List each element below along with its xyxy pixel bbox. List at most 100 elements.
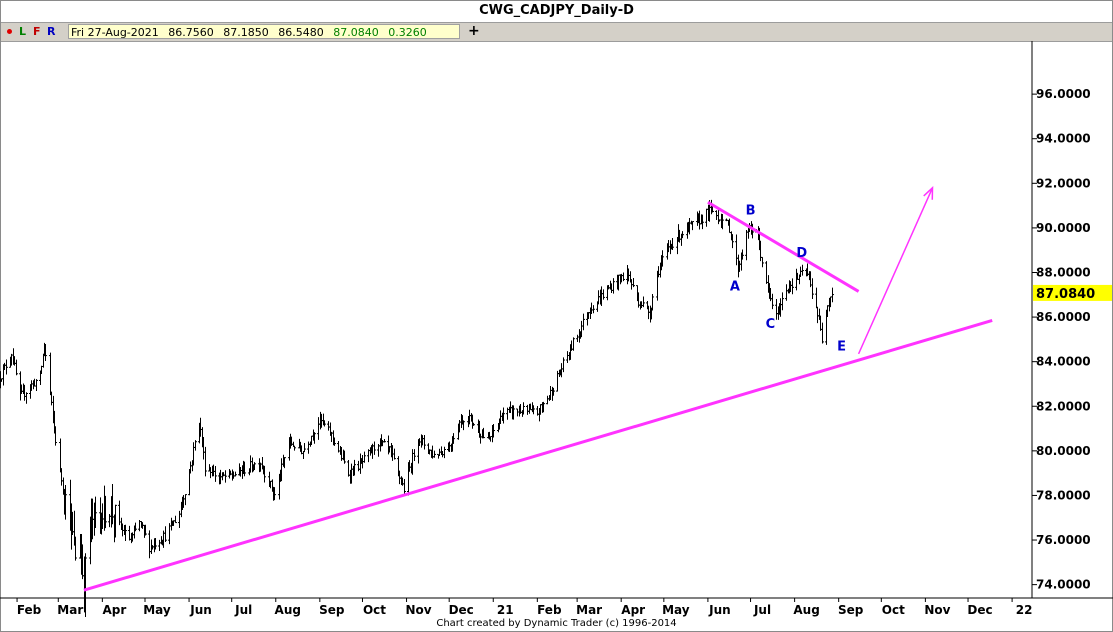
y-tick-label: 88.0000 <box>1036 265 1091 279</box>
ohlc-bar <box>816 306 819 324</box>
ohlc-bar <box>482 427 485 439</box>
ohlc-bar <box>194 440 197 451</box>
x-tick-label: Mar <box>57 603 83 617</box>
add-plus-icon[interactable]: + <box>468 23 480 39</box>
x-tick-label: Jul <box>234 603 252 617</box>
ohlc-bar <box>134 522 137 532</box>
ohlc-bar <box>452 433 455 444</box>
ohlc-bar <box>562 357 565 373</box>
ohlc-bar <box>731 234 734 249</box>
ohlc-bar <box>642 296 645 308</box>
wave-labels: A B C D E <box>730 204 846 355</box>
ohlc-bar <box>566 351 569 364</box>
x-tick-label: May <box>143 603 171 617</box>
ohlc-bar <box>612 278 615 294</box>
ohlc-bar <box>49 352 52 396</box>
ohlc-bar <box>815 287 818 309</box>
ohlc-bar <box>516 408 519 417</box>
ohlc-bar <box>343 450 346 464</box>
ohlc-bar <box>546 395 549 405</box>
ohlc-bar <box>661 250 664 267</box>
f-button[interactable]: F <box>33 25 41 38</box>
ohlc-bar <box>224 470 227 483</box>
ohlc-bar <box>472 422 475 426</box>
ohlc-bar <box>347 459 350 477</box>
ohlc-bar <box>403 479 406 495</box>
ohlc-bar <box>303 443 306 453</box>
wave-label-e: E <box>837 340 846 355</box>
ohlc-bar <box>393 448 396 460</box>
ohlc-date: Fri 27-Aug-2021 <box>71 26 159 39</box>
ohlc-bar <box>443 446 446 459</box>
ohlc-bar <box>158 539 161 552</box>
x-tick-label: 21 <box>497 603 514 617</box>
ohlc-bar <box>317 417 320 440</box>
ohlc-bar <box>775 299 778 320</box>
y-tick-label: 76.0000 <box>1036 533 1091 547</box>
ohlc-bar <box>253 462 256 470</box>
r-button[interactable]: R <box>47 25 56 38</box>
x-tick-label: Jun <box>189 603 212 617</box>
x-tick-label: Jun <box>708 603 731 617</box>
ohlc-bar <box>423 435 426 450</box>
ohlc-bar <box>785 284 788 301</box>
last-price-label: 87.0840 <box>1036 287 1095 302</box>
support-trendline <box>83 318 993 592</box>
ohlc-bar <box>178 510 181 529</box>
l-button[interactable]: L <box>19 25 27 38</box>
ohlc-bar <box>717 209 720 225</box>
ohlc-bar <box>367 449 370 463</box>
ohlc-bar <box>184 494 187 506</box>
x-tick-label: Dec <box>967 603 992 617</box>
ohlc-high: 87.1850 <box>223 26 269 39</box>
x-tick-label: 22 <box>1016 603 1033 617</box>
ohlc-bar <box>35 379 38 391</box>
x-tick-label: Aug <box>275 603 301 617</box>
x-tick-label: Oct <box>882 603 905 617</box>
ohlc-bar <box>502 407 505 424</box>
record-dot-icon[interactable] <box>7 29 12 34</box>
ohlc-bar <box>526 404 529 415</box>
ohlc-bar <box>263 465 266 483</box>
ohlc-bar <box>54 426 57 446</box>
ohlc-bar <box>632 278 635 288</box>
ohlc-bar <box>283 457 286 469</box>
ohlc-bar <box>801 264 804 276</box>
ohlc-bar <box>128 525 131 541</box>
ohlc-bar <box>5 359 8 375</box>
x-tick-label: Nov <box>405 603 431 617</box>
chart-title: CWG_CADJPY_Daily-D <box>479 3 634 18</box>
x-tick-label: Feb <box>17 603 42 617</box>
x-tick-label: Apr <box>621 603 645 617</box>
ohlc-bar <box>164 526 167 542</box>
ohlc-bar <box>84 553 87 618</box>
y-tick-label: 92.0000 <box>1036 176 1091 190</box>
ohlc-bar <box>597 290 600 305</box>
ohlc-bar <box>383 439 386 443</box>
wave-label-a: A <box>730 279 740 294</box>
ohlc-bar <box>353 459 356 476</box>
ohlc-bar <box>174 515 177 524</box>
ohlc-bar <box>59 438 62 473</box>
ohlc-bar <box>144 524 147 536</box>
ohlc-bar <box>691 221 694 231</box>
x-tick-label: Sep <box>838 603 864 617</box>
arrow-head-icon <box>923 186 934 200</box>
ohlc-bar <box>243 461 246 477</box>
x-tick-label: Dec <box>449 603 474 617</box>
ohlc-bar <box>333 437 336 446</box>
ohlc-bar <box>15 359 18 376</box>
ohlc-bar <box>64 484 67 520</box>
ohlc-bar <box>124 524 127 541</box>
y-tick-label: 80.0000 <box>1036 444 1091 458</box>
ohlc-bar <box>791 278 794 295</box>
x-tick-label: May <box>662 603 690 617</box>
ohlc-bar <box>705 208 708 227</box>
ohlc-bar <box>831 287 834 303</box>
ohlc-bar <box>582 313 585 331</box>
wave-label-b: B <box>746 204 756 219</box>
x-tick-label: Apr <box>102 603 126 617</box>
ohlc-bar <box>542 401 545 413</box>
ohlc-bar <box>781 292 784 311</box>
